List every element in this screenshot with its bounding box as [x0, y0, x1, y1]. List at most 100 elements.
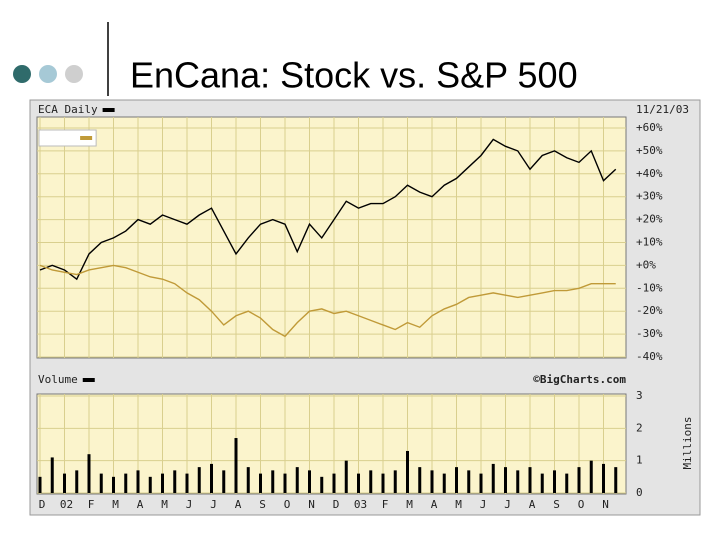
legend-swatch: [102, 108, 115, 112]
volume-bar: [614, 467, 618, 493]
x-tick-label: A: [431, 498, 438, 511]
volume-bar: [418, 467, 422, 493]
slide-title: EnCana: Stock vs. S&P 500: [130, 55, 578, 96]
volume-bar: [283, 473, 287, 493]
x-tick-label: J: [210, 498, 217, 511]
x-tick-label: D: [39, 498, 46, 511]
x-tick-label: A: [235, 498, 242, 511]
x-tick-label: F: [88, 498, 95, 511]
y-tick-label: -10%: [636, 281, 663, 294]
legend-label: ECA Daily: [38, 103, 98, 116]
legend-label: Volume: [38, 373, 78, 386]
y-tick-label: +50%: [636, 144, 663, 157]
y-axis-label: Millions: [681, 417, 694, 470]
x-tick-label: O: [284, 498, 291, 511]
volume-bar: [308, 470, 311, 493]
y-tick-label: -40%: [636, 350, 663, 363]
volume-bar: [148, 476, 152, 493]
x-tick-label: A: [529, 498, 536, 511]
volume-bar: [491, 463, 495, 493]
x-tick-label: M: [112, 498, 119, 511]
volume-bar: [87, 454, 91, 493]
volume-bar: [479, 473, 483, 493]
volume-bar: [393, 470, 397, 493]
y-tick-label: +30%: [636, 190, 663, 203]
volume-bar: [357, 473, 360, 493]
series-line: [39, 264, 616, 338]
x-tick-label: M: [406, 498, 413, 511]
x-tick-label: J: [186, 498, 193, 511]
volume-bar: [602, 463, 605, 493]
volume-bar: [38, 476, 42, 493]
volume-bar: [504, 467, 507, 493]
y-tick-label: +20%: [636, 213, 663, 226]
volume-bar: [246, 467, 250, 493]
x-tick-label: N: [308, 498, 315, 511]
y-tick-label: -20%: [636, 304, 663, 317]
credit: ©BigCharts.com: [533, 373, 626, 386]
y-tick-label: 3: [636, 389, 643, 402]
x-tick-label: M: [161, 498, 168, 511]
legend-swatch: [80, 136, 93, 140]
volume-bar: [295, 467, 299, 493]
volume-bar: [124, 473, 128, 493]
volume-bar: [577, 467, 581, 493]
volume-bar: [99, 473, 103, 493]
volume-bar: [565, 473, 569, 493]
volume-bar: [161, 473, 164, 493]
y-tick-label: +0%: [636, 258, 656, 271]
volume-bar: [344, 460, 348, 493]
y-tick-label: 0: [636, 486, 643, 499]
legend-swatch: [82, 378, 95, 382]
volume-bar: [516, 470, 520, 493]
y-tick-label: -30%: [636, 327, 663, 340]
price-plot: [36, 116, 627, 359]
volume-bar: [259, 473, 262, 493]
x-tick-label: A: [137, 498, 144, 511]
volume-bar: [430, 470, 434, 493]
volume-bar: [234, 438, 238, 493]
y-tick-label: +40%: [636, 167, 663, 180]
x-tick-label: J: [504, 498, 511, 511]
volume-plot: [36, 393, 627, 495]
volume-bar: [406, 450, 409, 493]
x-tick-label: S: [259, 498, 266, 511]
y-tick-label: 1: [636, 454, 643, 467]
volume-bar: [381, 473, 385, 493]
volume-bar: [63, 473, 66, 493]
decor-dot: [39, 65, 57, 83]
date-label: 11/21/03: [636, 103, 689, 116]
decor-dot: [65, 65, 83, 83]
volume-bar: [222, 470, 226, 493]
volume-bar: [50, 457, 54, 493]
x-tick-label: J: [480, 498, 487, 511]
volume-bar: [528, 467, 532, 493]
volume-bar: [197, 467, 201, 493]
x-tick-label: 03: [354, 498, 367, 511]
y-tick-label: 2: [636, 421, 643, 434]
volume-bar: [136, 470, 140, 493]
x-tick-label: F: [382, 498, 389, 511]
volume-bar: [332, 473, 336, 493]
volume-bar: [455, 467, 458, 493]
x-tick-label: O: [578, 498, 585, 511]
volume-bar: [173, 470, 177, 493]
volume-bar: [442, 473, 446, 493]
volume-bar: [540, 473, 544, 493]
volume-bar: [112, 476, 115, 493]
volume-bar: [185, 473, 189, 493]
x-tick-label: M: [455, 498, 462, 511]
x-tick-label: D: [333, 498, 340, 511]
volume-bar: [369, 470, 373, 493]
legend-box: [38, 129, 97, 147]
volume-bar: [467, 470, 471, 493]
volume-bar: [589, 460, 593, 493]
x-tick-label: S: [553, 498, 560, 511]
series-line: [39, 138, 617, 281]
y-tick-label: +10%: [636, 236, 663, 249]
volume-bar: [75, 470, 79, 493]
volume-bar: [320, 476, 324, 493]
y-tick-label: +60%: [636, 121, 663, 134]
